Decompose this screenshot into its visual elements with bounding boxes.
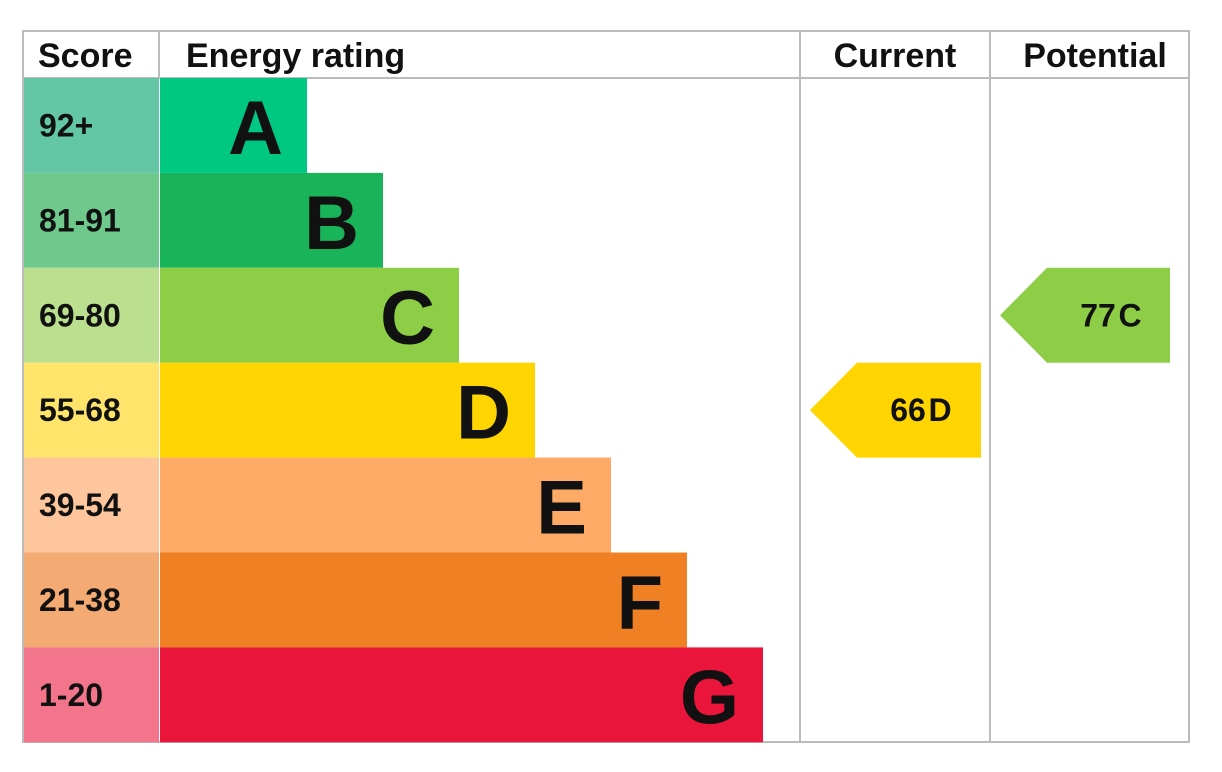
band-letter: C (380, 276, 435, 361)
band-bar (160, 362, 535, 458)
score-cell (24, 362, 159, 458)
band-bar (160, 267, 459, 363)
band-letter: B (304, 181, 359, 266)
score-label: 1-20 (39, 677, 103, 713)
potential-letter: C (1118, 297, 1141, 333)
score-cell (24, 267, 159, 363)
band-letter: F (617, 560, 663, 645)
band-bar (160, 457, 611, 553)
band-bar (160, 78, 307, 173)
score-label: 21-38 (39, 582, 121, 618)
band-letter: G (680, 655, 739, 740)
score-label: 81-91 (39, 202, 121, 238)
score-cell (24, 552, 159, 648)
band-letter: A (228, 86, 283, 171)
header-energy-rating: Energy rating (186, 37, 405, 75)
potential-arrow (1000, 267, 1170, 363)
score-label: 39-54 (39, 487, 121, 523)
current-arrow (810, 362, 981, 458)
potential-value: 77 (1080, 297, 1116, 333)
score-cell (24, 647, 159, 743)
score-cell (24, 78, 159, 173)
band-letter: D (456, 371, 511, 456)
band-bar (160, 647, 763, 743)
score-label: 55-68 (39, 392, 121, 428)
score-cell (24, 172, 159, 268)
header-score: Score (38, 37, 133, 75)
current-letter: D (928, 392, 951, 428)
band-bar (160, 172, 383, 268)
header-current: Current (834, 37, 957, 75)
band-letter: E (536, 466, 587, 551)
header-potential: Potential (1023, 37, 1167, 75)
score-label: 92+ (39, 107, 93, 143)
current-value: 66 (890, 392, 926, 428)
score-label: 69-80 (39, 297, 121, 333)
band-bar (160, 552, 687, 648)
score-cell (24, 457, 159, 553)
